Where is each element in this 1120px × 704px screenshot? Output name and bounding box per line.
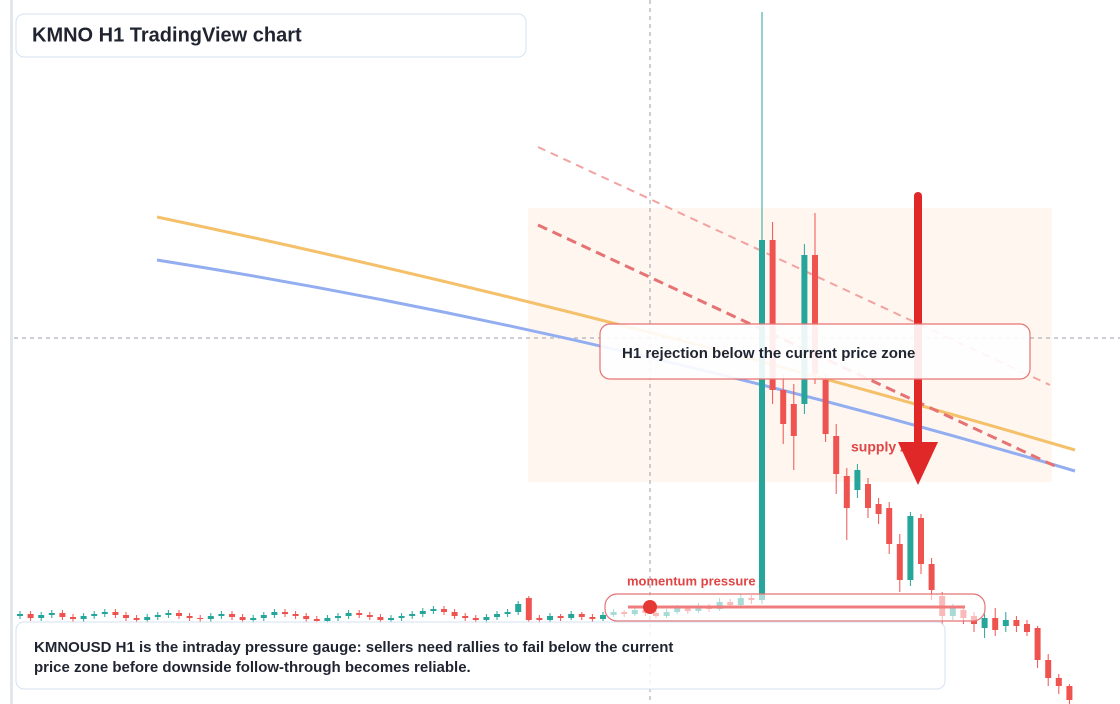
- candle-body: [865, 484, 871, 508]
- candle-body: [600, 615, 606, 619]
- candle-body: [462, 616, 469, 618]
- candle-body: [345, 613, 352, 616]
- candle-body: [313, 619, 320, 621]
- candle-body: [70, 617, 76, 619]
- candle-body: [218, 614, 225, 616]
- candle-body: [1045, 660, 1052, 678]
- candle-body: [398, 616, 405, 618]
- candle-body: [388, 618, 394, 620]
- candle-body: [483, 617, 490, 620]
- candle-body: [229, 614, 235, 617]
- rejection-label: H1 rejection below the current price zon…: [622, 345, 915, 362]
- candle-body: [822, 380, 829, 434]
- candle-body: [1024, 624, 1030, 632]
- candle-body: [144, 617, 151, 620]
- candle-body: [886, 508, 893, 544]
- candle-body: [812, 255, 818, 374]
- candle-body: [525, 598, 532, 620]
- candle-body: [992, 618, 999, 630]
- candle-body: [504, 612, 511, 614]
- candle-body: [409, 614, 416, 616]
- candle-body: [91, 614, 98, 616]
- candle-body: [303, 616, 310, 619]
- candle-body: [536, 618, 543, 620]
- candle-body: [48, 613, 55, 615]
- candle-body: [366, 615, 373, 617]
- candle-body: [547, 616, 553, 620]
- candle-body: [557, 616, 564, 618]
- candle-body: [1013, 620, 1020, 626]
- candle-body: [271, 612, 278, 615]
- candle-body: [186, 616, 193, 618]
- candle-body: [197, 618, 204, 619]
- candle-body: [759, 240, 765, 600]
- candle-body: [1055, 678, 1062, 686]
- candle-body: [907, 516, 914, 580]
- candle-body: [27, 614, 34, 618]
- candle-body: [918, 518, 924, 564]
- candle-body: [451, 612, 458, 616]
- candle-body: [250, 618, 257, 620]
- candle-body: [165, 613, 172, 615]
- candle-body: [430, 609, 437, 611]
- candle-body: [17, 614, 23, 616]
- candle-body: [154, 615, 161, 617]
- momentum-label: momentum pressure: [627, 573, 756, 588]
- candle-body: [292, 614, 299, 616]
- candles: [17, 12, 1073, 704]
- title-box: [15, 13, 527, 58]
- caption-line: price zone before downside follow-throug…: [34, 659, 471, 676]
- candle-body: [176, 613, 182, 616]
- candle-body: [1066, 686, 1073, 700]
- candle-body: [769, 240, 776, 390]
- candle-body: [981, 618, 988, 628]
- candle-body: [239, 617, 246, 620]
- candle-body: [578, 614, 585, 617]
- candle-body: [260, 615, 267, 618]
- candle-body: [133, 618, 140, 620]
- candle-body: [928, 564, 935, 590]
- candle-body: [790, 404, 797, 436]
- caption-line: KMNOUSD H1 is the intraday pressure gaug…: [34, 639, 673, 656]
- down-arrow-head: [898, 442, 938, 485]
- rejection-box: [599, 323, 1031, 380]
- candle-body: [833, 436, 840, 474]
- candle-body: [494, 614, 500, 617]
- candle-body: [568, 614, 575, 618]
- candle-body: [377, 617, 384, 620]
- candle-body: [854, 470, 861, 490]
- momentum-dot: [643, 600, 657, 614]
- candle-body: [324, 618, 331, 621]
- candle-body: [843, 476, 850, 508]
- candle-body: [356, 613, 363, 615]
- candle-body: [419, 611, 426, 614]
- candle-body: [80, 616, 87, 619]
- candle-body: [335, 616, 341, 618]
- candle-body: [38, 615, 45, 618]
- candle-body: [1034, 628, 1041, 660]
- candle-body: [896, 544, 903, 580]
- candle-body: [472, 618, 479, 620]
- candle-body: [282, 612, 288, 614]
- caption-box: [15, 621, 946, 690]
- candle-body: [1002, 620, 1009, 626]
- chart-title: KMNO H1 TradingView chart: [32, 24, 302, 46]
- candle-body: [112, 612, 119, 615]
- candle-body: [441, 609, 447, 612]
- left-edge: [10, 0, 13, 704]
- candle-body: [59, 613, 66, 617]
- trend-line-upper: [537, 146, 1051, 386]
- candle-body: [123, 615, 129, 618]
- candle-body: [875, 504, 882, 514]
- candle-body: [207, 616, 214, 619]
- candle-body: [780, 390, 787, 424]
- candle-body: [101, 612, 108, 614]
- candle-body: [515, 604, 522, 612]
- candle-body: [589, 617, 596, 619]
